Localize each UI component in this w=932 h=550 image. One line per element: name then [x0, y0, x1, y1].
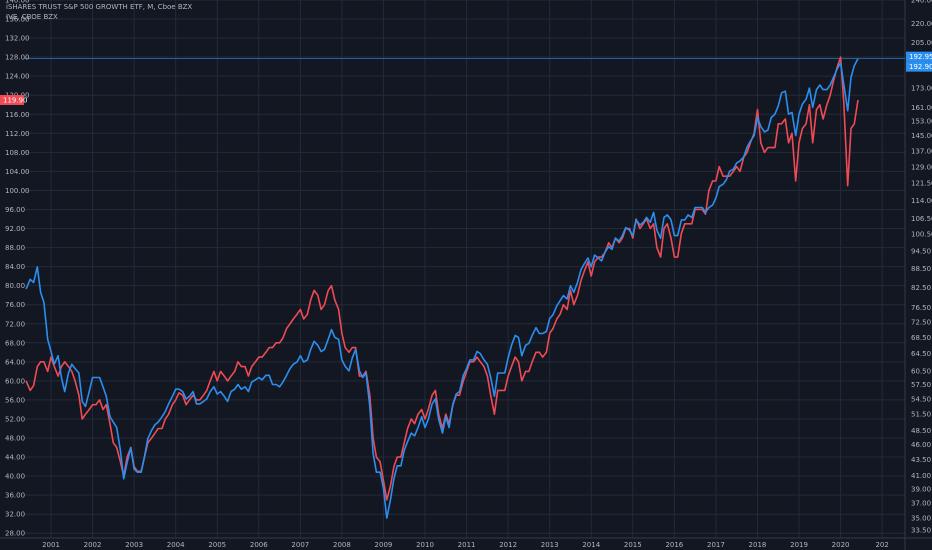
right-tick-label: 106.50 [911, 215, 932, 223]
right-tick-label: 51.50 [911, 411, 931, 419]
right-tick-label: 100.50 [911, 231, 932, 239]
left-tick-label: 36.00 [5, 492, 25, 500]
left-tick-label: 68.00 [5, 339, 25, 347]
left-tick-label: 84.00 [5, 263, 25, 271]
left-tick-label: 136.00 [5, 16, 30, 24]
right-tick-label: 121.50 [911, 180, 932, 188]
x-tick-label: 2018 [749, 541, 767, 549]
left-tick-label: 104.00 [5, 168, 30, 176]
left-tick-label: 64.00 [5, 358, 25, 366]
x-tick-label: 2011 [458, 541, 476, 549]
right-price-axis[interactable]: 240.00220.00205.00190.00173.00161.00153.… [911, 0, 932, 534]
right-tick-label: 145.00 [911, 132, 932, 140]
left-tick-label: 52.00 [5, 415, 25, 423]
right-tick-label: 173.00 [911, 85, 932, 93]
left-tick-label: 56.00 [5, 396, 25, 404]
x-tick-label: 2019 [790, 541, 808, 549]
left-tick-label: 108.00 [5, 149, 30, 157]
left-tick-label: 72.00 [5, 320, 25, 328]
left-tick-label: 80.00 [5, 282, 25, 290]
right-tick-label: 46.00 [911, 441, 931, 449]
x-tick-label: 2012 [499, 541, 517, 549]
x-tick-label: 2004 [167, 541, 185, 549]
x-tick-label: 2007 [291, 541, 309, 549]
compare-series-line [25, 56, 859, 501]
x-tick-label: 2017 [707, 541, 725, 549]
compare-price-tag: 119.90 [3, 96, 28, 104]
chart-legend: iSHARES TRUST S&P 500 GROWTH ETF, M, Cbo… [6, 2, 192, 22]
x-tick-label: 2013 [541, 541, 559, 549]
x-tick-label: 2010 [416, 541, 434, 549]
x-tick-label: 2002 [84, 541, 102, 549]
x-tick-label: 2020 [832, 541, 850, 549]
right-tick-label: 60.50 [911, 367, 931, 375]
right-tick-label: 76.50 [911, 304, 931, 312]
right-tick-label: 43.50 [911, 456, 931, 464]
right-tick-label: 220.00 [911, 20, 932, 28]
right-tick-label: 68.50 [911, 334, 931, 342]
right-tick-label: 64.50 [911, 350, 931, 358]
right-tick-label: 41.00 [911, 472, 931, 480]
right-tick-label: 72.50 [911, 319, 931, 327]
x-tick-label: 202 [875, 541, 888, 549]
right-tick-label: 205.00 [911, 39, 932, 47]
right-tick-label: 48.50 [911, 427, 931, 435]
right-tick-label: 88.50 [911, 265, 931, 273]
main-price-tag: 192.95 [909, 53, 932, 61]
series-layer [25, 56, 859, 519]
left-tick-label: 92.00 [5, 225, 25, 233]
left-tick-label: 60.00 [5, 377, 25, 385]
x-tick-label: 2006 [250, 541, 268, 549]
x-tick-label: 2003 [125, 541, 143, 549]
x-tick-label: 2015 [624, 541, 642, 549]
right-tick-label: 129.00 [911, 164, 932, 172]
price-tags: 192.95 192.90 119.90 [0, 51, 932, 105]
compare-price-tag-bg [0, 94, 24, 105]
main-price-tag-secondary-bg [906, 61, 932, 72]
main-price-tag-secondary: 192.90 [909, 63, 932, 71]
left-tick-label: 40.00 [5, 473, 25, 481]
left-tick-label: 76.00 [5, 301, 25, 309]
right-tick-label: 39.00 [911, 485, 931, 493]
right-tick-label: 35.00 [911, 515, 931, 523]
x-tick-label: 2014 [582, 541, 600, 549]
right-tick-label: 240.00 [911, 0, 932, 5]
time-axis[interactable]: 2001 2002 2003 2004 2005 2006 2007 2008 2009 2010… [42, 541, 889, 549]
x-tick-label: 2008 [333, 541, 351, 549]
left-tick-label: 128.00 [5, 54, 30, 62]
left-tick-label: 44.00 [5, 454, 25, 462]
right-tick-label: 57.50 [911, 381, 931, 389]
x-tick-label: 2016 [665, 541, 683, 549]
x-tick-label: 2009 [375, 541, 393, 549]
left-tick-label: 124.00 [5, 73, 30, 81]
right-tick-label: 114.00 [911, 197, 932, 205]
right-tick-label: 33.50 [911, 526, 931, 534]
right-tick-label: 137.00 [911, 147, 932, 155]
right-tick-label: 161.00 [911, 104, 932, 112]
legend-main-series[interactable]: iSHARES TRUST S&P 500 GROWTH ETF, M, Cbo… [6, 3, 193, 11]
x-tick-label: 2001 [42, 541, 60, 549]
left-tick-label: 116.00 [5, 111, 30, 119]
main-price-tag-bg [906, 51, 932, 62]
right-tick-label: 153.00 [911, 118, 932, 126]
left-tick-label: 100.00 [5, 187, 30, 195]
right-tick-label: 82.50 [911, 284, 931, 292]
left-tick-label: 48.00 [5, 435, 25, 443]
x-tick-label: 2005 [208, 541, 226, 549]
right-tick-label: 54.50 [911, 395, 931, 403]
right-tick-label: 94.50 [911, 247, 931, 255]
left-tick-label: 32.00 [5, 511, 25, 519]
left-tick-label: 88.00 [5, 244, 25, 252]
left-tick-label: 28.00 [5, 530, 25, 538]
left-tick-label: 132.00 [5, 35, 30, 43]
left-tick-label: 112.00 [5, 130, 30, 138]
right-tick-label: 37.00 [911, 500, 931, 508]
main-series-line [25, 58, 859, 519]
left-tick-label: 140.00 [5, 0, 30, 5]
legend-compare-series[interactable]: IVE, CBOE BZX [6, 13, 58, 21]
left-tick-label: 96.00 [5, 206, 25, 214]
